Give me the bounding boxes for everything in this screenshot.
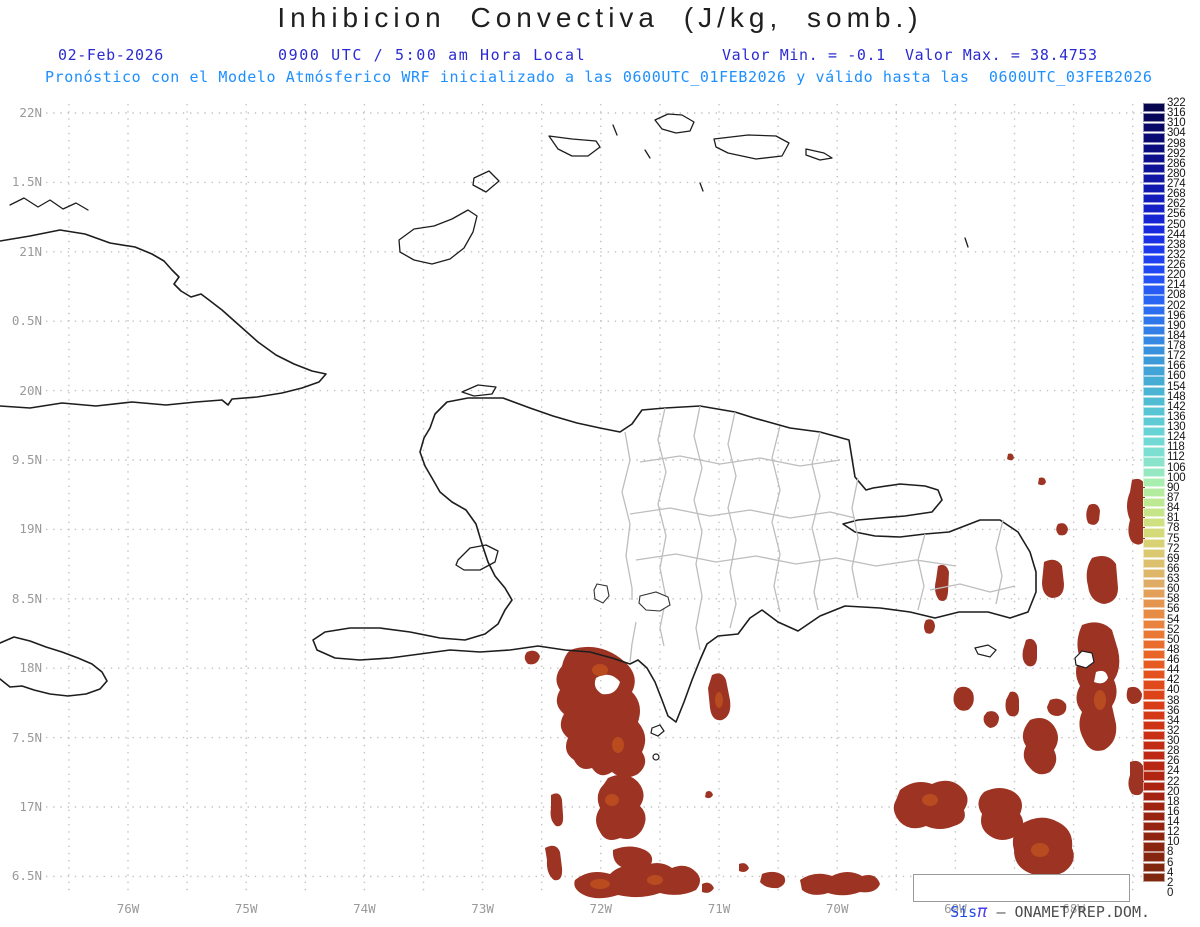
cin-shaded-hotspots [590, 664, 1106, 889]
lon-tick-label: 70W [825, 901, 849, 916]
lon-tick-label: 74W [353, 901, 376, 916]
lat-tick-label: 19N [19, 521, 42, 537]
lon-tick-label: 72W [589, 901, 613, 916]
mona-island [1074, 650, 1095, 669]
lat-tick-label: 1.5N [11, 174, 42, 190]
minmax-values: Valor Min. = -0.1 Valor Max. = 38.4753 [722, 46, 1098, 64]
pi-logo: π [977, 902, 988, 922]
branding-org: – ONAMET/REP.DOM. [987, 903, 1151, 921]
lat-tick-label: 22N [19, 105, 42, 120]
land-fill [0, 114, 1036, 722]
lat-tick-label: 0.5N [11, 313, 42, 329]
branding-box: Sisπ – ONAMET/REP.DOM. [913, 874, 1150, 922]
forecast-time: 0900 UTC / 5:00 am Hora Local [278, 46, 587, 64]
lat-tick-label: 21N [19, 243, 42, 259]
colorbar [1143, 103, 1165, 894]
coastlines [0, 113, 1037, 723]
lon-tick-label: 76W [116, 901, 140, 916]
cuba-north-cays [9, 197, 89, 211]
beata-island [650, 724, 665, 737]
lat-tick-label: 9.5N [11, 452, 42, 467]
border-lakes [593, 583, 671, 612]
jamaica-coastline [0, 636, 108, 697]
lat-tick-label: 20N [19, 382, 42, 398]
offshore-islands [650, 644, 1095, 761]
forecast-date: 02-Feb-2026 [58, 46, 164, 64]
lat-tick-label: 7.5N [11, 729, 42, 745]
lat-tick-label: 8.5N [11, 590, 42, 606]
colorbar-labels: 322 316 310 304 298 292 286 280 274 268 262 256 250 2… [1167, 97, 1186, 899]
lat-tick-label: 6.5N [11, 868, 42, 884]
lon-tick-label: 75W [234, 901, 258, 916]
lon-tick-label: 69W [933, 902, 977, 916]
page-title: Inhibicion Convectiva (J/kg, somb.) [277, 2, 923, 33]
hispaniola-coastline [312, 397, 1037, 723]
alto-velo-island [652, 753, 660, 761]
model-forecast-line: Pronóstico con el Modelo Atmósferico WRF… [45, 68, 1153, 86]
lat-tick-label: 17N [19, 799, 42, 814]
bahamas-islands [398, 113, 969, 265]
tortue-island [461, 384, 497, 397]
gonave-island [455, 544, 499, 571]
branding-sis: Sis [950, 903, 978, 921]
lon-tick-label: 68W [1052, 902, 1096, 916]
cuba-coastline [0, 229, 327, 409]
cin-shaded-regions [524, 453, 1145, 899]
province-borders [621, 405, 1016, 663]
lon-tick-label: 73W [471, 901, 494, 916]
lat-tick-label: 18N [19, 660, 42, 676]
lon-tick-label: 71W [707, 901, 731, 916]
saona-island [974, 644, 997, 658]
